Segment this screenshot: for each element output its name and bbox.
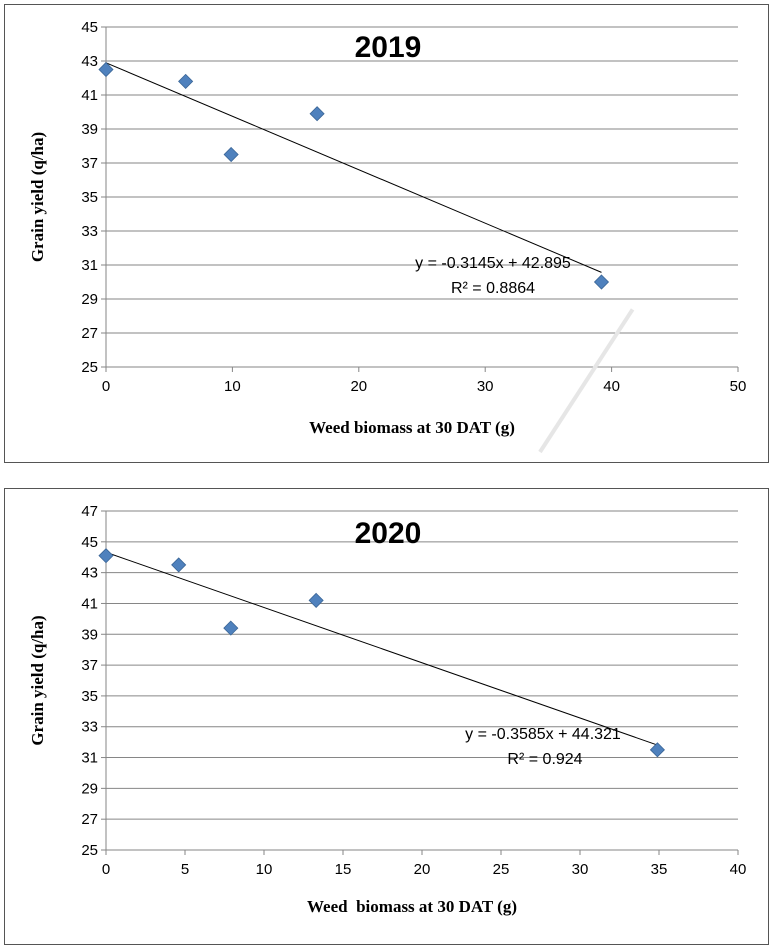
data-point [178, 73, 194, 89]
x-tick-label: 5 [181, 861, 189, 878]
data-point [223, 620, 239, 636]
data-point [593, 274, 610, 290]
y-tick-label: 37 [81, 155, 98, 172]
x-tick-label: 50 [730, 378, 747, 395]
chart-2020-panel: 25 27 29 31 33 35 37 39 41 43 45 47 0 5 10 15 20 25 30 35 40… [4, 488, 769, 945]
x-tick-label: 30 [572, 861, 589, 878]
y-axis-title: Grain yield (q/ha) [28, 132, 47, 262]
data-point [171, 557, 187, 573]
y-tick-label: 39 [81, 121, 98, 138]
x-tick-label: 0 [102, 861, 110, 878]
trendline-equation: y = -0.3585x + 44.321 [465, 726, 621, 743]
x-tick-label: 15 [335, 861, 352, 878]
y-tick-label: 29 [81, 291, 98, 308]
x-tick-label: 10 [224, 378, 241, 395]
y-tick-label: 29 [81, 780, 98, 797]
chart-2019-panel: 25 27 29 31 33 35 37 39 41 43 45 0 10 20 30 40 50 2019 y =… [4, 4, 769, 463]
y-tick-label: 31 [81, 257, 98, 274]
data-point [223, 146, 239, 163]
x-axis-title: Weed biomass at 30 DAT (g) [307, 897, 517, 916]
y-tick-label: 39 [81, 626, 98, 643]
y-tick-label: 27 [81, 325, 98, 342]
x-tick-label: 0 [102, 378, 110, 395]
y-tick-label: 43 [81, 53, 98, 70]
x-tick-label: 20 [350, 378, 367, 395]
y-tick-label: 27 [81, 811, 98, 828]
y-tick-label: 45 [81, 534, 98, 551]
y-tick-label: 43 [81, 565, 98, 582]
chart-2019-svg: 25 27 29 31 33 35 37 39 41 43 45 0 10 20 30 40 50 2019 y =… [28, 19, 747, 437]
y-axis-title: Grain yield (q/ha) [28, 615, 47, 745]
y-tick-label: 37 [81, 657, 98, 674]
x-tick-label: 25 [493, 861, 510, 878]
y-tick-label: 41 [81, 87, 98, 104]
y-tick-label: 45 [81, 19, 98, 36]
chart-2020-svg: 25 27 29 31 33 35 37 39 41 43 45 47 0 5 10 15 20 25 30 35 40… [28, 503, 747, 916]
y-tick-label: 35 [81, 189, 98, 206]
data-point [308, 592, 324, 608]
x-axis-title: Weed biomass at 30 DAT (g) [309, 418, 515, 437]
y-tick-label: 25 [81, 359, 98, 376]
x-tick-label: 35 [651, 861, 668, 878]
r-squared-label: R² = 0.8864 [451, 280, 535, 297]
chart-title: 2019 [355, 31, 422, 64]
x-tick-label: 30 [477, 378, 494, 395]
data-point [649, 742, 665, 758]
x-tick-label: 40 [730, 861, 747, 878]
data-point [98, 548, 114, 564]
y-tick-label: 31 [81, 750, 98, 767]
trendline [105, 62, 602, 273]
x-tick-label: 10 [256, 861, 273, 878]
y-tick-label: 35 [81, 688, 98, 705]
y-tick-label: 25 [81, 842, 98, 859]
y-tick-label: 47 [81, 503, 98, 520]
chart-title: 2020 [355, 517, 422, 550]
y-tick-label: 41 [81, 595, 98, 612]
y-tick-label: 33 [81, 719, 98, 736]
trendline-equation: y = -0.3145x + 42.895 [415, 255, 571, 272]
y-tick-label: 33 [81, 223, 98, 240]
r-squared-label: R² = 0.924 [507, 751, 582, 768]
trendline [105, 551, 658, 746]
x-tick-label: 40 [603, 378, 620, 395]
data-point [98, 61, 114, 78]
x-tick-label: 20 [414, 861, 431, 878]
data-point [309, 106, 325, 122]
